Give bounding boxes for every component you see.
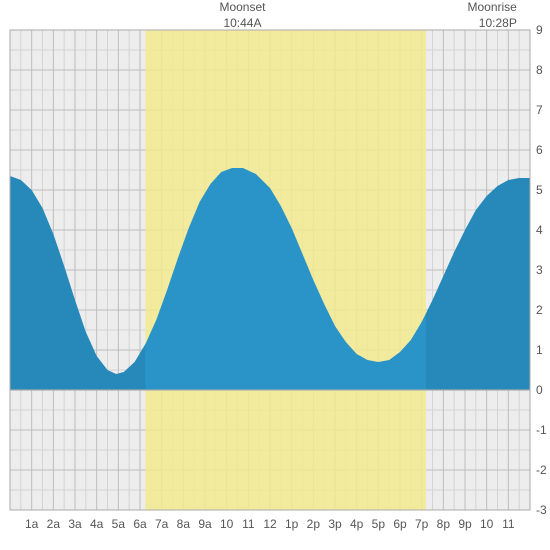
svg-text:2p: 2p bbox=[307, 517, 321, 531]
svg-text:1a: 1a bbox=[25, 517, 39, 531]
moonset-label: Moonset 10:44A bbox=[202, 0, 282, 31]
svg-text:6p: 6p bbox=[393, 517, 407, 531]
svg-text:10: 10 bbox=[480, 517, 494, 531]
svg-text:6a: 6a bbox=[133, 517, 147, 531]
svg-text:9p: 9p bbox=[458, 517, 472, 531]
svg-text:7a: 7a bbox=[155, 517, 169, 531]
svg-text:9a: 9a bbox=[198, 517, 212, 531]
moonrise-label: Moonrise 10:28P bbox=[457, 0, 517, 31]
svg-text:11: 11 bbox=[502, 517, 515, 531]
svg-text:8: 8 bbox=[536, 63, 543, 77]
svg-text:8p: 8p bbox=[437, 517, 451, 531]
svg-text:10: 10 bbox=[220, 517, 234, 531]
svg-text:5: 5 bbox=[536, 183, 543, 197]
svg-text:2a: 2a bbox=[47, 517, 61, 531]
svg-text:11: 11 bbox=[242, 517, 255, 531]
svg-text:-2: -2 bbox=[536, 463, 547, 477]
svg-text:5a: 5a bbox=[112, 517, 126, 531]
svg-text:7: 7 bbox=[536, 103, 543, 117]
svg-text:-1: -1 bbox=[536, 423, 547, 437]
svg-text:7p: 7p bbox=[415, 517, 429, 531]
svg-text:3: 3 bbox=[536, 263, 543, 277]
svg-text:1p: 1p bbox=[285, 517, 299, 531]
svg-text:4p: 4p bbox=[350, 517, 364, 531]
moonrise-time: 10:28P bbox=[457, 16, 517, 32]
svg-text:6: 6 bbox=[536, 143, 543, 157]
moonset-time: 10:44A bbox=[202, 16, 282, 32]
svg-text:9: 9 bbox=[536, 23, 543, 37]
svg-text:12: 12 bbox=[263, 517, 277, 531]
tide-chart: Moonset 10:44A Moonrise 10:28P -3-2-1012… bbox=[0, 0, 550, 550]
moonset-title: Moonset bbox=[202, 0, 282, 16]
svg-text:-3: -3 bbox=[536, 503, 547, 517]
svg-text:2: 2 bbox=[536, 303, 543, 317]
svg-text:4a: 4a bbox=[90, 517, 104, 531]
chart-svg: -3-2-101234567891a2a3a4a5a6a7a8a9a101112… bbox=[0, 0, 550, 550]
svg-text:0: 0 bbox=[536, 383, 543, 397]
svg-text:1: 1 bbox=[536, 343, 543, 357]
svg-text:5p: 5p bbox=[372, 517, 386, 531]
svg-text:3p: 3p bbox=[328, 517, 342, 531]
svg-text:3a: 3a bbox=[68, 517, 82, 531]
svg-text:8a: 8a bbox=[177, 517, 191, 531]
svg-text:4: 4 bbox=[536, 223, 543, 237]
moonrise-title: Moonrise bbox=[457, 0, 517, 16]
